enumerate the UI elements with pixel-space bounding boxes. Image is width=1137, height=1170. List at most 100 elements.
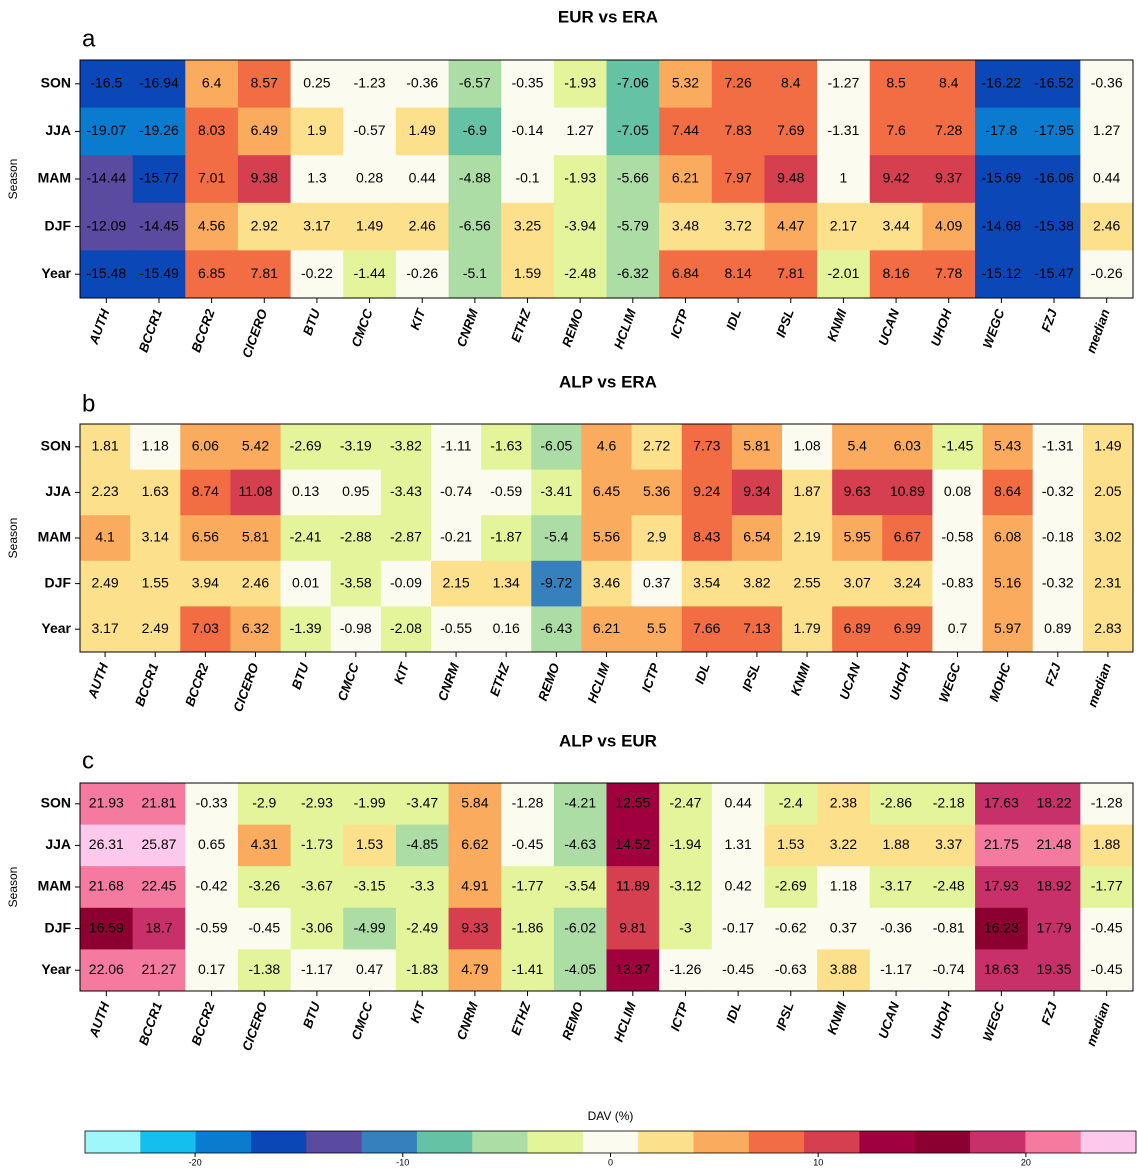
cell-label: 11.89 — [616, 878, 650, 894]
heatmap-cell — [343, 949, 397, 992]
cell-label: -2.86 — [880, 795, 912, 811]
heatmap-cell — [606, 155, 660, 204]
cell-label: 9.24 — [693, 483, 720, 499]
column-label: BCCR1 — [132, 661, 161, 708]
cell-label: 1.53 — [777, 836, 804, 852]
colorbar-tick-label: 0 — [608, 1157, 613, 1167]
cell-label: 7.44 — [672, 122, 699, 138]
heatmap-cell — [764, 783, 818, 826]
column-label: ETHZ — [508, 999, 534, 1037]
cell-label: 6.08 — [994, 529, 1021, 545]
cell-label: 0.01 — [292, 574, 319, 590]
column-label: ICTP — [638, 661, 662, 694]
cell-label: -3.26 — [248, 878, 280, 894]
panel-label: b — [82, 390, 95, 417]
row-label: Year — [41, 620, 71, 636]
heatmap-cell — [659, 250, 713, 299]
cell-label: -3.58 — [340, 574, 372, 590]
heatmap-cell — [448, 60, 502, 109]
cell-label: 7.81 — [251, 265, 278, 281]
heatmap-cell — [481, 560, 532, 607]
heatmap-cell — [553, 907, 607, 950]
cell-label: -0.32 — [1042, 483, 1074, 499]
heatmap-cell — [290, 60, 344, 109]
column-label: ETHZ — [508, 306, 534, 344]
cell-label: 2.83 — [1094, 620, 1121, 636]
cell-label: 9.38 — [251, 170, 278, 186]
heatmap-cell — [659, 202, 713, 251]
heatmap-cell — [659, 866, 713, 909]
cell-label: 7.26 — [725, 75, 752, 91]
heatmap-cell — [553, 824, 607, 867]
cell-label: -1.38 — [248, 961, 280, 977]
heatmap-cell — [132, 824, 186, 867]
cell-label: -3.54 — [564, 878, 596, 894]
row-label: DJF — [45, 919, 72, 935]
cell-label: 3.94 — [192, 574, 219, 590]
cell-label: 1.3 — [307, 170, 327, 186]
heatmap-cell — [631, 424, 683, 471]
heatmap-cell — [975, 907, 1029, 950]
cell-label: 5.97 — [994, 620, 1021, 636]
heatmap-cell — [448, 907, 502, 950]
heatmap-cell — [132, 949, 186, 992]
heatmap-cell — [606, 107, 660, 156]
column-label: AUTH — [84, 661, 111, 702]
cell-label: -0.59 — [196, 919, 228, 935]
heatmap-cell — [330, 606, 382, 653]
heatmap-cell — [230, 606, 282, 653]
heatmap-cell — [501, 60, 555, 109]
cell-label: 1.49 — [1094, 438, 1121, 454]
cell-label: 1.49 — [409, 122, 436, 138]
heatmap-cell — [80, 60, 134, 109]
heatmap-cell — [343, 107, 397, 156]
cell-label: -0.83 — [942, 574, 974, 590]
cell-label: -0.26 — [1091, 265, 1123, 281]
heatmap-cell — [553, 60, 607, 109]
heatmap-cell — [975, 60, 1029, 109]
column-label: ICTP — [667, 1000, 691, 1033]
heatmap-cell — [180, 469, 231, 516]
cell-label: 0.47 — [356, 961, 383, 977]
heatmap-cell — [395, 949, 450, 992]
cell-label: -3.06 — [301, 919, 333, 935]
cell-label: 2.46 — [1093, 217, 1120, 233]
heatmap-cell — [501, 824, 555, 867]
heatmap-cell — [764, 824, 818, 867]
cell-label: 3.22 — [830, 836, 857, 852]
column-label: BTU — [300, 999, 323, 1030]
heatmap-cell — [395, 866, 450, 909]
cell-label: -1.39 — [290, 620, 322, 636]
cell-label: 17.63 — [984, 795, 1019, 811]
heatmap-cell — [631, 606, 683, 653]
cell-label: 3.17 — [91, 620, 118, 636]
column-label: IPSL — [773, 307, 797, 339]
cell-label: 7.6 — [886, 122, 906, 138]
cell-label: -15.69 — [982, 170, 1022, 186]
cell-label: -2.69 — [775, 878, 807, 894]
heatmap-cell — [1027, 949, 1081, 992]
column-label: BCCR2 — [182, 660, 212, 708]
cell-label: 1 — [840, 170, 848, 186]
cell-label: 5.4 — [847, 438, 867, 454]
heatmap-cell — [817, 783, 871, 826]
heatmap-cell — [882, 469, 933, 516]
cell-label: -1.17 — [301, 961, 333, 977]
cell-label: 2.15 — [442, 574, 469, 590]
heatmap-cell — [448, 949, 502, 992]
heatmap-cell — [1080, 866, 1134, 909]
cell-label: 3.14 — [142, 529, 169, 545]
heatmap-cell — [711, 824, 765, 867]
column-label: KNMI — [824, 307, 850, 344]
heatmap-cell — [290, 155, 344, 204]
cell-label: -1.45 — [942, 438, 974, 454]
column-label: BTU — [300, 306, 323, 337]
cell-label: 0.44 — [725, 795, 752, 811]
cell-label: 18.7 — [145, 919, 172, 935]
cell-label: -0.42 — [196, 878, 228, 894]
cell-label: -2.9 — [252, 795, 276, 811]
cell-label: -0.36 — [406, 75, 438, 91]
cell-label: -1.99 — [354, 795, 386, 811]
cell-label: 1.87 — [793, 483, 820, 499]
